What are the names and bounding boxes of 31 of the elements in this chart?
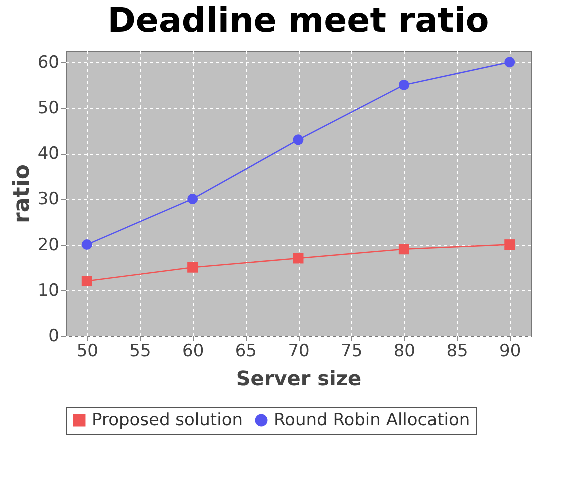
point [293, 134, 304, 146]
x-tick-label: 55 [130, 342, 152, 362]
x-axis-title: Server size [236, 366, 362, 390]
point [82, 276, 92, 287]
x-tick-label: 85 [446, 342, 468, 362]
point [504, 57, 516, 68]
x-tick-label: 50 [76, 342, 98, 362]
point [504, 240, 516, 250]
point [398, 244, 410, 255]
point [398, 80, 410, 90]
y-axis-title: ratio [10, 164, 35, 224]
x-tick-label: 80 [394, 342, 416, 362]
y-tick-label: 20 [38, 235, 60, 256]
legend-label: Round Robin Allocation [274, 410, 470, 431]
x-tick-label: 90 [500, 342, 522, 362]
x-tick-label: 70 [288, 342, 310, 362]
y-tick-label: 40 [38, 144, 60, 164]
legend-label: Proposed solution [92, 410, 243, 431]
point [82, 240, 92, 250]
y-tick-label: 30 [38, 190, 60, 210]
y-tick-label: 0 [48, 326, 60, 346]
chart-title: Deadline meet ratio [108, 1, 490, 41]
point [188, 262, 198, 273]
y-tick-label: 50 [38, 98, 60, 118]
x-tick-label: 75 [341, 342, 363, 362]
y-tick-label: 60 [38, 52, 60, 73]
point [188, 194, 198, 204]
x-tick-label: 65 [235, 342, 257, 362]
point [293, 253, 304, 264]
y-tick-label: 10 [38, 280, 60, 301]
x-tick-label: 60 [182, 342, 204, 362]
